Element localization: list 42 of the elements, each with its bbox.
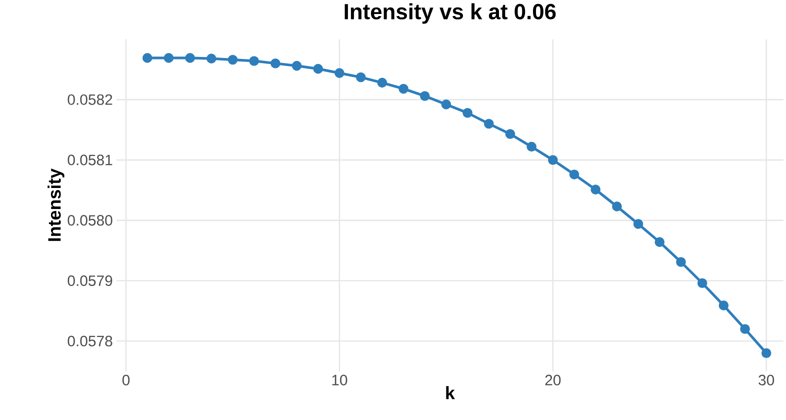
x-tick-label: 20 [545, 374, 561, 386]
point [697, 278, 708, 288]
point [612, 201, 622, 212]
point [313, 64, 324, 74]
point [441, 99, 452, 110]
point [676, 256, 686, 267]
point [569, 169, 580, 180]
point [548, 154, 558, 165]
point [270, 58, 280, 68]
y-tick-label: 0.0582 [68, 94, 112, 105]
point [420, 90, 430, 101]
point [590, 184, 600, 194]
point [484, 118, 494, 129]
point [228, 54, 238, 65]
y-tick-label: 0.0578 [68, 336, 112, 346]
point [142, 52, 152, 63]
point [356, 72, 366, 82]
point [334, 68, 344, 78]
point [462, 108, 472, 118]
point [164, 52, 174, 63]
y-tick-label: 0.0580 [68, 214, 112, 226]
x-tick-label: 10 [332, 374, 348, 386]
point [633, 218, 644, 229]
x-axis-title: k [446, 386, 455, 400]
point [505, 128, 516, 139]
y-axis-title: Intensity [48, 168, 64, 241]
point [654, 237, 665, 247]
point [740, 324, 750, 334]
point [185, 52, 195, 63]
y-tick-label: 0.0581 [68, 154, 112, 166]
chart-title: Intensity vs k at 0.06 [344, 3, 556, 24]
point [718, 300, 729, 310]
point [206, 54, 216, 64]
point [761, 348, 772, 358]
point [526, 142, 536, 152]
y-tick-label: 0.0579 [68, 275, 112, 286]
point [249, 56, 259, 66]
point [398, 84, 408, 94]
x-tick-label: 0 [122, 374, 130, 386]
point [377, 78, 388, 88]
x-tick-label: 30 [758, 374, 774, 386]
point [292, 60, 302, 71]
